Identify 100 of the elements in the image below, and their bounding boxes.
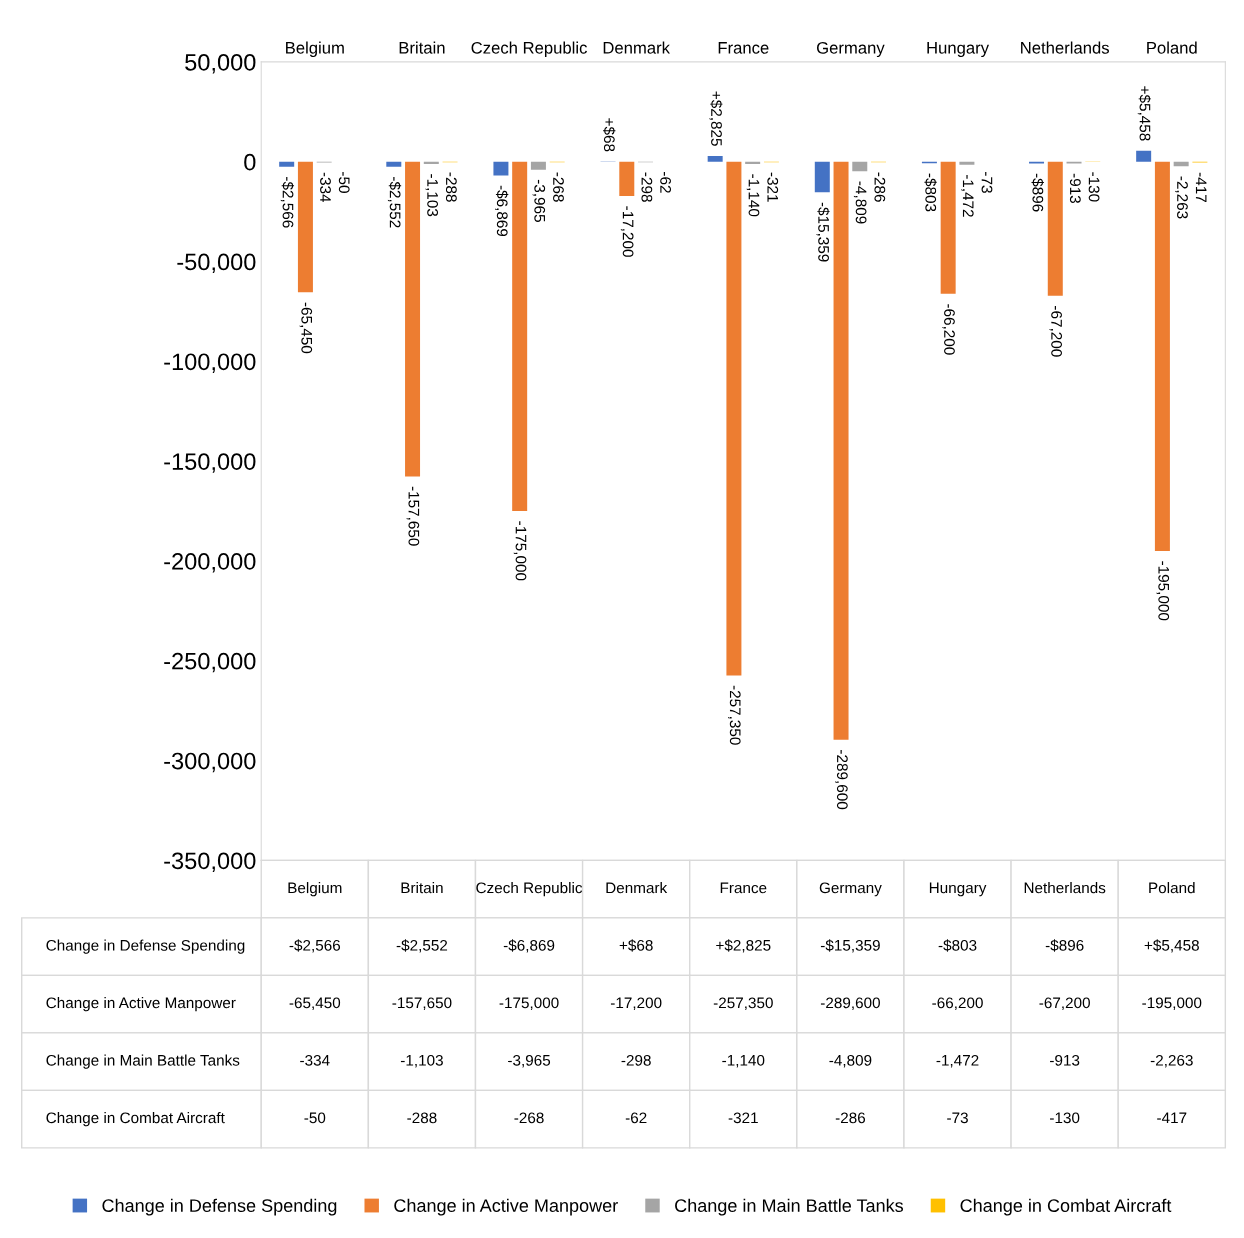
text: -157,650 xyxy=(406,486,420,546)
bar xyxy=(852,161,868,172)
category-label: Netherlands xyxy=(1024,882,1106,894)
bar xyxy=(707,156,723,162)
text: -417 xyxy=(1195,172,1207,202)
legend-label: Change in Main Battle Tanks xyxy=(675,1198,904,1216)
y-tick-label: -200,000 xyxy=(164,553,256,573)
text: -$2,552 xyxy=(387,177,402,228)
text: +$5,458 xyxy=(1137,86,1152,141)
x-tick-label: Germany xyxy=(816,41,885,58)
text: -913 xyxy=(1069,173,1081,204)
text: -1,103 xyxy=(425,174,439,217)
data-label: -288 xyxy=(407,1112,437,1124)
data-label: +$68 xyxy=(619,939,653,952)
bar xyxy=(530,161,546,170)
bar xyxy=(405,161,421,477)
data-label: -195,000 xyxy=(1142,997,1202,1011)
bar xyxy=(1136,150,1152,162)
data-label: -17,200 xyxy=(610,997,662,1011)
category-label: Denmark xyxy=(606,882,668,894)
y-tick-label: -100,000 xyxy=(164,353,256,373)
data-label: -3,965 xyxy=(508,1054,551,1068)
data-label: -67,200 xyxy=(1039,997,1090,1011)
data-label: +$2,825 xyxy=(716,939,771,953)
x-tick-label: Belgium xyxy=(286,41,344,58)
text: Change in Active Manpower xyxy=(46,997,236,1012)
data-label: -4,809 xyxy=(829,1054,872,1068)
y-tick-label: -150,000 xyxy=(164,453,256,473)
data-label: -1,472 xyxy=(936,1054,979,1068)
text: -321 xyxy=(767,172,779,202)
data-label: -334 xyxy=(300,1054,330,1066)
bar xyxy=(940,161,956,294)
data-label: -$2,552 xyxy=(396,939,448,953)
x-tick-label: Poland xyxy=(1147,41,1197,54)
text: -257,350 xyxy=(728,685,741,745)
data-label: -$2,566 xyxy=(289,939,341,953)
bar xyxy=(493,161,509,176)
y-tick-label: -50,000 xyxy=(177,253,256,274)
bar xyxy=(959,161,975,165)
data-label: -$6,869 xyxy=(503,939,555,953)
data-label: -2,263 xyxy=(1150,1054,1193,1068)
bar xyxy=(1154,161,1170,551)
category-label: Belgium xyxy=(288,882,342,897)
category-label: Poland xyxy=(1149,882,1195,894)
category-label: Czech Republic xyxy=(476,882,583,897)
data-label: -$803 xyxy=(938,939,977,952)
data-label: -157,650 xyxy=(392,997,452,1011)
data-label: -286 xyxy=(835,1112,866,1124)
text: -1,472 xyxy=(961,174,974,217)
bar xyxy=(726,161,742,676)
data-label: -175,000 xyxy=(499,997,559,1011)
text: +$2,825 xyxy=(709,91,723,146)
text: -$15,359 xyxy=(816,202,830,262)
data-label: -66,200 xyxy=(932,997,983,1011)
data-label: -257,350 xyxy=(713,997,773,1011)
text: -$896 xyxy=(1031,173,1044,212)
legend-label: Change in Active Manpower xyxy=(394,1198,618,1216)
legend-label: Change in Combat Aircraft xyxy=(960,1198,1172,1216)
text: -62 xyxy=(660,172,671,193)
text: -$803 xyxy=(924,173,937,212)
data-label: -$896 xyxy=(1045,939,1084,952)
data-label: -1,103 xyxy=(400,1054,443,1068)
bar xyxy=(619,161,635,197)
text: -65,450 xyxy=(299,302,313,354)
data-label: -321 xyxy=(728,1112,758,1124)
text: -3,965 xyxy=(532,179,546,222)
text: -2,263 xyxy=(1175,176,1188,219)
text: -73 xyxy=(981,172,993,193)
x-tick-label: Hungary xyxy=(927,42,989,58)
data-label: -1,140 xyxy=(722,1054,765,1068)
bar xyxy=(833,161,849,740)
text: -195,000 xyxy=(1156,561,1170,621)
text: -1,140 xyxy=(746,174,760,217)
legend-label: Change in Defense Spending xyxy=(102,1198,337,1216)
x-tick-label: Netherlands xyxy=(1021,41,1109,54)
data-label: -62 xyxy=(625,1112,647,1124)
text: -298 xyxy=(641,172,653,202)
data-label: -417 xyxy=(1157,1112,1187,1124)
data-label: -913 xyxy=(1050,1054,1080,1066)
text: Change in Combat Aircraft xyxy=(46,1112,225,1127)
data-label: -50 xyxy=(304,1112,326,1124)
y-tick-label: -300,000 xyxy=(164,752,256,773)
y-tick-label: -350,000 xyxy=(164,852,256,872)
text: -$6,869 xyxy=(495,185,509,237)
text: -67,200 xyxy=(1049,306,1062,357)
text: -50 xyxy=(338,172,350,193)
data-label: -65,450 xyxy=(289,997,341,1011)
text: +$68 xyxy=(603,118,616,152)
text: -130 xyxy=(1088,172,1100,202)
bar xyxy=(814,161,830,193)
text: -268 xyxy=(553,172,564,202)
text: Change in Defense Spending xyxy=(46,939,245,954)
text: -289,600 xyxy=(835,750,848,810)
data-label: -130 xyxy=(1050,1112,1080,1124)
text: -66,200 xyxy=(942,304,955,355)
category-label: Germany xyxy=(819,882,882,897)
bar xyxy=(386,161,402,167)
text: -175,000 xyxy=(513,521,527,581)
category-label: France xyxy=(720,882,767,894)
x-tick-label: France xyxy=(718,42,769,54)
